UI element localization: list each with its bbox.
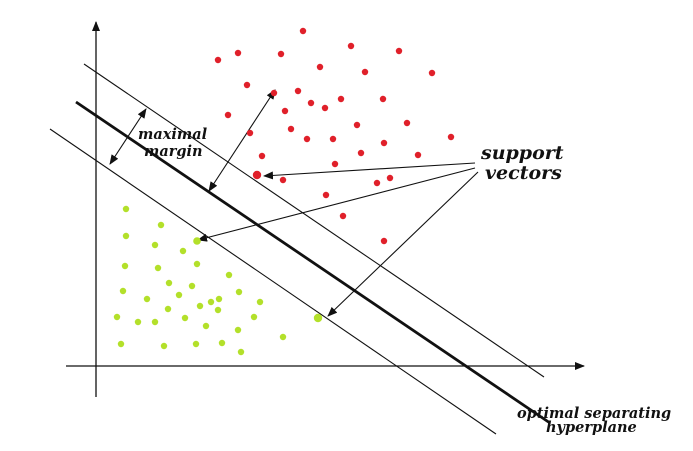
optimal-separating-hyperplane: [75, 100, 551, 425]
class-b-point: [160, 342, 168, 350]
class-a-point: [447, 133, 455, 141]
class-a-point: [316, 63, 324, 71]
class-b-point: [196, 302, 204, 310]
class-b-point: [179, 247, 187, 255]
class-b-point: [192, 340, 200, 348]
class-a-point: [386, 174, 394, 182]
class-a-point: [339, 212, 347, 220]
hyperplane-label-line1: optimal separating: [517, 405, 671, 422]
class-b-point: [113, 313, 121, 321]
class-a-point: [214, 56, 222, 64]
class-a-point: [337, 95, 345, 103]
class-b-point: [218, 339, 226, 347]
class-a-point: [234, 49, 242, 57]
support-vector-pointer-1: [263, 162, 476, 180]
class-b-point: [215, 295, 223, 303]
maximal-margin-arrow: [109, 108, 147, 165]
class-a-point: [294, 87, 302, 95]
lower-margin-line: [49, 128, 497, 435]
class-a-point: [428, 69, 436, 77]
class-b-point: [181, 314, 189, 322]
class-a-point: [347, 42, 355, 50]
class-b-point: [164, 305, 172, 313]
class-a-point: [403, 119, 411, 127]
class-a-points: [214, 27, 455, 245]
class-b-point: [122, 205, 130, 213]
class-b-point: [151, 318, 159, 326]
class-a-point: [373, 179, 381, 187]
class-b-point: [143, 295, 151, 303]
class-a-point: [361, 68, 369, 76]
maximal-margin-label-line2: margin: [144, 143, 203, 160]
class-a-point: [357, 149, 365, 157]
class-a-point: [322, 191, 330, 199]
class-a-point: [380, 237, 388, 245]
class-b-point: [175, 291, 183, 299]
class-a-point: [258, 152, 266, 160]
class-b-point: [119, 287, 127, 295]
class-a-point: [379, 95, 387, 103]
class-a-point: [243, 81, 251, 89]
hyperplane-label-line2: hyperplane: [546, 419, 637, 436]
class-b-point: [193, 260, 201, 268]
class-a-point: [224, 111, 232, 119]
class-b-point: [151, 241, 159, 249]
class-b-point: [250, 313, 258, 321]
class-a-point: [279, 176, 287, 184]
class-b-point: [202, 322, 210, 330]
class-b-point: [165, 279, 173, 287]
class-b-point: [157, 221, 165, 229]
support-vector-a: [252, 170, 262, 180]
class-a-point: [353, 121, 361, 129]
support-vectors-label-line1: support: [480, 142, 564, 164]
class-b-point: [117, 340, 125, 348]
class-b-point: [225, 271, 233, 279]
class-a-point: [299, 27, 307, 35]
maximal-margin-label-line1: maximal: [138, 126, 208, 143]
margin-width-arrow: [208, 89, 276, 192]
class-a-point: [414, 151, 422, 159]
class-b-point: [279, 333, 287, 341]
class-b-point: [256, 298, 264, 306]
class-a-point: [287, 125, 295, 133]
class-b-point: [188, 282, 196, 290]
class-b-points: [113, 205, 323, 356]
support-vectors-label-line2: vectors: [485, 162, 562, 184]
support-vector-b2: [313, 313, 323, 323]
class-b-point: [235, 288, 243, 296]
class-a-point: [329, 135, 337, 143]
class-a-point: [307, 99, 315, 107]
class-a-point: [331, 160, 339, 168]
class-b-point: [237, 348, 245, 356]
class-a-point: [380, 139, 388, 147]
class-a-point: [281, 107, 289, 115]
class-b-point: [154, 264, 162, 272]
support-vector-pointer-3: [327, 171, 479, 317]
class-a-point: [303, 135, 311, 143]
class-a-point: [277, 50, 285, 58]
support-vector-b1: [193, 237, 201, 245]
class-b-point: [207, 298, 215, 306]
class-a-point: [395, 47, 403, 55]
upper-margin-line: [83, 63, 545, 378]
class-a-point: [270, 89, 278, 97]
class-a-point: [246, 129, 254, 137]
class-a-point: [321, 104, 329, 112]
class-b-point: [234, 326, 242, 334]
class-b-point: [214, 306, 222, 314]
class-b-point: [121, 262, 129, 270]
class-b-point: [134, 318, 142, 326]
class-b-point: [122, 232, 130, 240]
support-vector-pointer-2: [197, 167, 476, 242]
